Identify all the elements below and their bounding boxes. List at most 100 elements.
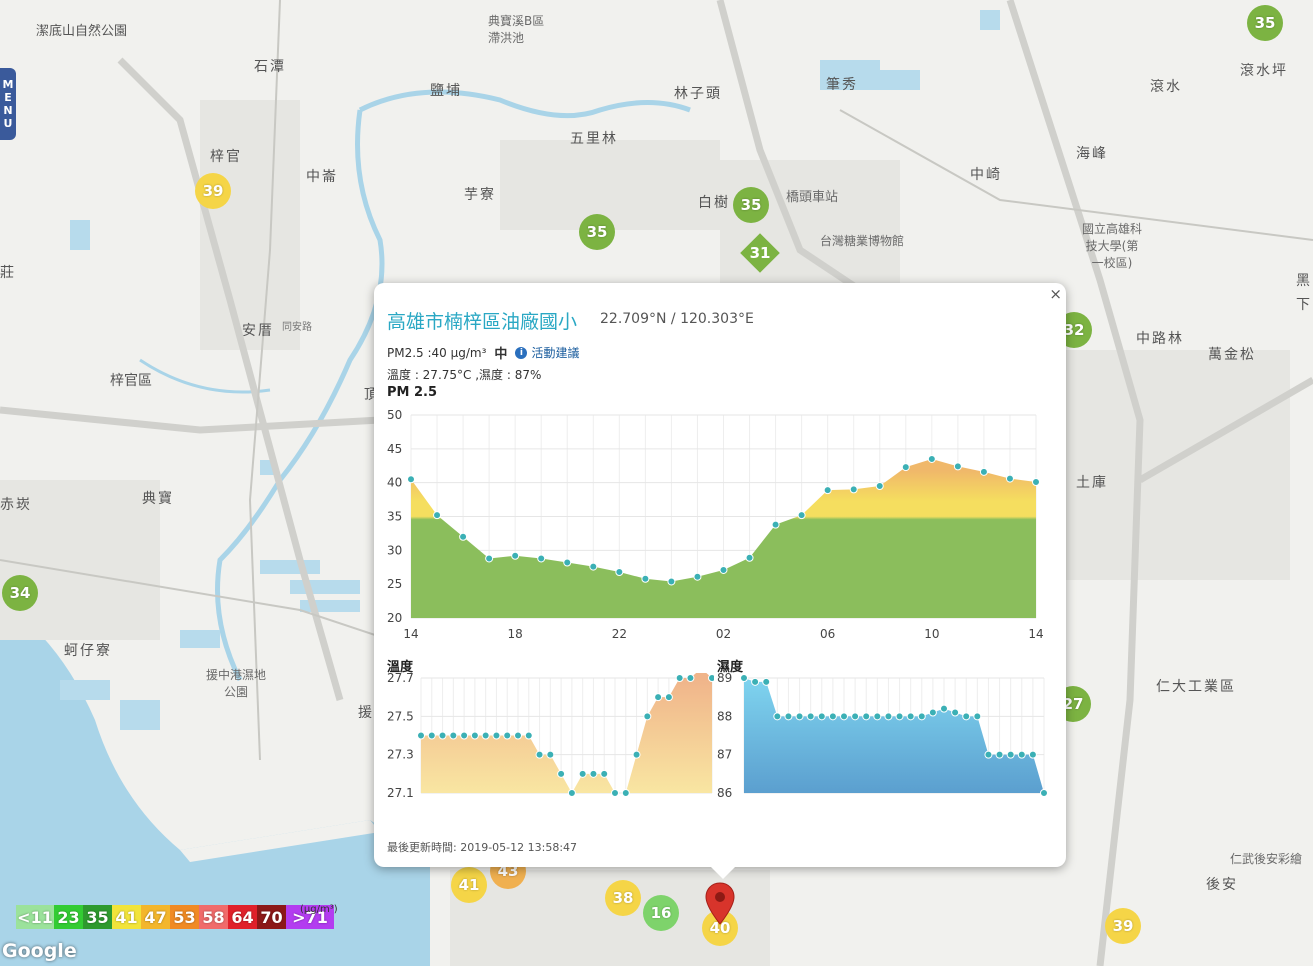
map-label: 援: [358, 705, 374, 721]
pm-summary: PM2.5 :40 μg/m³ 中 i 活動建議: [387, 343, 579, 363]
map-label: 土庫: [1076, 475, 1108, 491]
station-marker[interactable]: 39: [1105, 908, 1141, 944]
data-point: [654, 693, 663, 702]
y-tick-label: 25: [387, 577, 402, 591]
legend-cell: >71: [286, 905, 334, 929]
data-point: [675, 674, 684, 682]
data-point: [806, 712, 815, 721]
data-point: [708, 674, 714, 682]
map-label: 典寶溪B區滯洪池: [488, 14, 545, 45]
station-marker[interactable]: 35: [579, 214, 615, 250]
data-point: [973, 712, 982, 721]
data-point: [557, 769, 566, 778]
activity-advice-link[interactable]: i 活動建議: [515, 344, 579, 361]
data-point: [632, 750, 641, 759]
legend-cell: 41: [112, 905, 141, 929]
map-label: 筆秀: [826, 77, 858, 93]
data-point: [524, 731, 533, 740]
data-point: [407, 475, 415, 484]
station-marker[interactable]: 34: [2, 575, 38, 611]
map-label: 同安路: [282, 322, 312, 333]
location-pin-icon[interactable]: [705, 882, 735, 926]
data-point: [615, 567, 624, 576]
data-point: [1017, 750, 1026, 759]
data-point: [951, 708, 960, 717]
data-point: [470, 731, 479, 740]
menu-button[interactable]: M E N U: [0, 68, 16, 140]
data-point: [535, 750, 544, 759]
data-point: [862, 712, 871, 721]
map-label: 國立高雄科技大學(第一校區): [1081, 222, 1142, 270]
data-point: [667, 577, 676, 586]
menu-letter: N: [3, 104, 13, 117]
data-point: [995, 750, 1004, 759]
map-label: 中崎: [970, 167, 1002, 183]
station-marker[interactable]: 41: [451, 867, 487, 903]
temp-chart-heading: 溫度: [387, 660, 414, 675]
activity-advice-label: 活動建議: [531, 346, 580, 360]
x-tick-label: 02: [716, 627, 731, 641]
station-marker[interactable]: 39: [195, 173, 231, 209]
data-point: [611, 789, 619, 797]
data-point: [873, 712, 882, 721]
y-tick-label: 35: [387, 510, 402, 524]
data-point: [438, 731, 447, 740]
map-label: 滾水坪: [1240, 63, 1288, 79]
station-marker[interactable]: 35: [733, 187, 769, 223]
station-title: 高雄市楠梓區油廠國小: [387, 311, 578, 333]
pm-chart-heading: PM 2.5: [387, 385, 438, 400]
data-point: [784, 712, 793, 721]
info-icon: i: [515, 346, 528, 359]
data-point: [433, 511, 442, 520]
map-label: 白樹: [698, 195, 730, 211]
y-tick-label: 87: [717, 748, 732, 762]
map-label: 中路林: [1136, 331, 1184, 347]
map-label: 橋頭車站: [786, 190, 839, 205]
map-label: 仁武後安彩繪: [1230, 852, 1303, 866]
y-tick-label: 20: [387, 611, 402, 625]
data-point: [740, 674, 748, 682]
data-point: [1040, 789, 1048, 797]
map-label: 莊: [0, 265, 16, 281]
station-marker[interactable]: 35: [1247, 5, 1283, 41]
data-point: [589, 562, 598, 571]
data-point: [481, 731, 490, 740]
menu-letter: M: [2, 78, 14, 91]
pm25-chart: 20 25 30 35 40 45 50 14 18 22 02 06 10 14: [387, 408, 1044, 641]
data-point: [797, 511, 806, 520]
station-marker-value: 31: [749, 244, 771, 262]
data-point: [563, 558, 572, 567]
legend-cell: 64: [228, 905, 257, 929]
y-tick-label: 27.1: [387, 786, 414, 800]
data-point: [719, 565, 728, 574]
data-point: [762, 677, 771, 686]
data-point: [851, 712, 860, 721]
y-tick-label: 50: [387, 408, 402, 422]
map-label: 赤崁: [0, 497, 32, 513]
station-marker-diamond[interactable]: 31: [740, 233, 780, 273]
data-point: [578, 769, 587, 778]
humidity-chart: 86 87 88 89: [717, 673, 1048, 800]
pm-value: PM2.5 :40 μg/m³: [387, 345, 487, 360]
legend-cell: 70: [257, 905, 286, 929]
legend-unit: (μg/m³): [300, 904, 338, 915]
map-label: 中崙: [306, 169, 338, 185]
data-point: [875, 482, 884, 491]
x-tick-label: 14: [1028, 627, 1043, 641]
station-marker[interactable]: 38: [605, 880, 641, 916]
menu-letter: U: [3, 117, 13, 130]
map-label: 鹽埔: [430, 83, 462, 99]
close-icon[interactable]: ×: [1049, 285, 1062, 303]
x-tick-label: 18: [508, 627, 523, 641]
menu-letter: E: [4, 91, 12, 104]
pm25-legend: <11 23 35 41 47 53 58 64 70 >71: [16, 905, 334, 929]
map-label: 援中港濕地公園: [206, 668, 267, 699]
station-marker[interactable]: 16: [643, 895, 679, 931]
map-label: 五里林: [570, 131, 618, 147]
map-label: 梓官: [210, 149, 242, 165]
data-point: [643, 712, 652, 721]
legend-cell: <11: [16, 905, 54, 929]
x-tick-label: 22: [612, 627, 627, 641]
data-point: [849, 485, 858, 494]
data-point: [884, 712, 893, 721]
